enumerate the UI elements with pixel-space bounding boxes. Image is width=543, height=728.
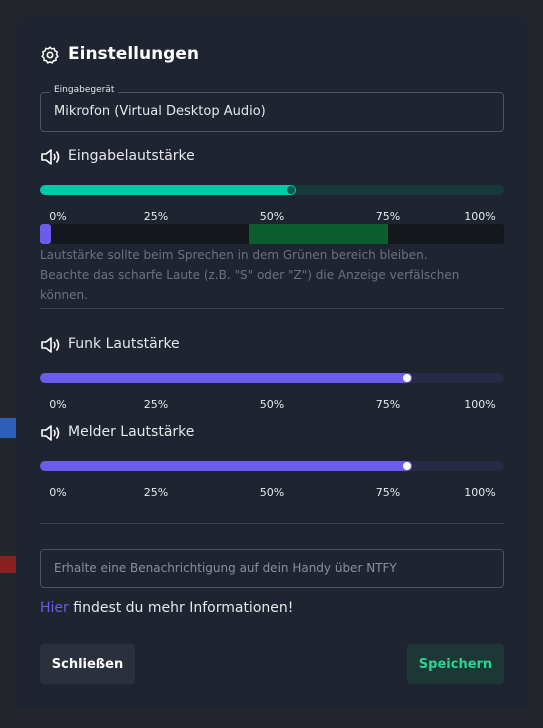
dialog-title: Einstellungen [68,44,199,64]
info-line: Hier findest du mehr Informationen! [40,600,293,616]
hint-text: Lautstärke sollte beim Sprechen in dem G… [40,248,460,302]
input-device-label: Eingabegerät [50,85,119,95]
slider-thumb [402,374,411,382]
slider-label: Melder Lautstärke [68,424,195,440]
slider-fill [40,461,412,471]
ntfy-input[interactable] [40,549,504,588]
divider [40,523,504,524]
info-link[interactable]: Hier [40,600,69,616]
slider-label: Funk Lautstärke [68,336,180,352]
slider-tick-label: 50% [259,486,285,499]
speaker-icon [40,424,60,446]
slider-tick-label: 75% [375,210,401,223]
slider-fill [40,373,412,383]
info-text: findest du mehr Informationen! [73,600,294,616]
background-fragment [0,418,16,438]
level-meter [40,224,504,244]
slider-tick-label: 75% [375,398,401,411]
input-device-value: Mikrofon (Virtual Desktop Audio) [54,104,266,119]
input-device-select[interactable] [40,92,504,132]
save-button[interactable]: Speichern [407,644,504,684]
speaker-icon [40,336,60,358]
close-button[interactable]: Schließen [40,644,135,684]
divider [40,308,504,309]
slider-label: Eingabelautstärke [68,148,195,164]
slider-tick-label: 0% [49,486,67,499]
slider-tick-label: 0% [49,210,67,223]
slider-tick-label: 25% [143,486,169,499]
green-zone [248,224,388,244]
slider-thumb [402,462,411,470]
ntfy-placeholder: Erhalte eine Benachrichtigung auf dein H… [54,561,397,575]
gear-icon [41,46,59,64]
slider-fill [40,185,296,195]
slider-tick-label: 50% [259,210,285,223]
slider-tick-label: 50% [259,398,285,411]
slider-tick-label: 25% [143,210,169,223]
slider-tick-label: 100% [464,210,496,223]
slider-tick-label: 100% [464,486,496,499]
slider-tick-label: 100% [464,398,496,411]
slider-tick-label: 75% [375,486,401,499]
slider-tick-label: 25% [143,398,169,411]
slider-tick-label: 0% [49,398,67,411]
background-fragment [0,556,16,573]
speaker-icon [40,148,60,170]
slider-thumb [286,186,295,194]
level-bar [40,224,52,244]
